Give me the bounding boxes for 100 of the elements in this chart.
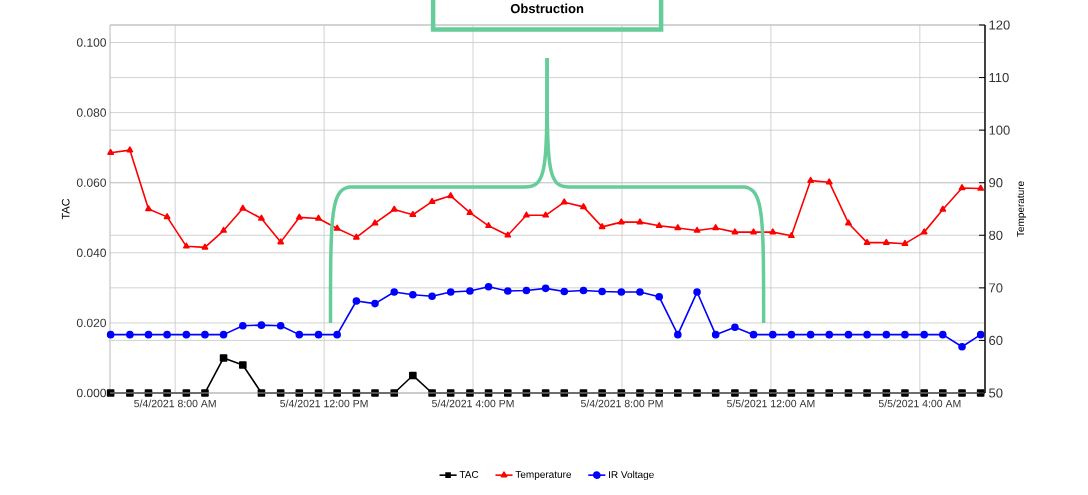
point <box>560 198 568 205</box>
point <box>749 330 758 339</box>
point <box>182 242 190 249</box>
point <box>787 330 796 339</box>
point <box>901 330 909 339</box>
point <box>882 330 891 339</box>
y-tick-label: 0.060 <box>76 178 107 187</box>
point <box>750 228 757 235</box>
point <box>560 287 569 296</box>
y-tick-label: 0.040 <box>76 248 107 258</box>
point <box>239 204 247 211</box>
point <box>825 330 834 339</box>
point <box>598 223 606 230</box>
point <box>219 354 228 362</box>
y-tick-label: 0.080 <box>76 108 107 117</box>
point <box>409 210 417 218</box>
point <box>276 321 285 330</box>
point <box>409 290 417 299</box>
point <box>428 197 436 204</box>
point <box>598 287 606 296</box>
point <box>220 226 227 233</box>
point <box>693 226 701 233</box>
point <box>674 330 682 339</box>
point <box>239 321 247 330</box>
x-tick-label: 5/4/2021 8:00 PM <box>580 399 663 408</box>
point <box>655 292 664 301</box>
point <box>939 205 947 212</box>
point <box>447 192 455 199</box>
point <box>768 330 777 339</box>
point <box>390 288 399 296</box>
point <box>428 292 436 301</box>
point <box>126 330 134 339</box>
point <box>920 330 928 339</box>
point <box>769 228 777 235</box>
point <box>522 286 531 295</box>
point <box>977 184 985 191</box>
point <box>409 371 417 380</box>
point <box>806 330 815 339</box>
point <box>541 284 550 293</box>
point <box>920 228 928 235</box>
point <box>163 213 171 220</box>
point <box>504 231 512 238</box>
point <box>277 238 285 245</box>
y2-tick-label: 100 <box>989 125 1010 135</box>
point <box>523 211 530 218</box>
point <box>787 232 795 239</box>
text: Obstruction <box>510 3 584 14</box>
point <box>731 323 739 332</box>
point <box>939 330 947 339</box>
point <box>580 203 587 210</box>
point <box>315 214 322 221</box>
y-tick-label: 0.000 <box>76 388 107 398</box>
point <box>201 243 209 250</box>
x-tick-label: 5/4/2021 8:00 AM <box>134 399 216 408</box>
y-axis-title: TAC <box>61 198 70 220</box>
point <box>845 219 852 226</box>
point <box>844 330 853 339</box>
y2-tick-label: 120 <box>989 20 1010 30</box>
point <box>144 330 153 339</box>
point <box>958 184 966 191</box>
point <box>542 211 550 218</box>
y2-tick-label: 50 <box>989 388 1003 398</box>
point <box>674 224 682 231</box>
y2-tick-label: 70 <box>989 283 1003 293</box>
x-tick-label: 5/5/2021 12:00 AM <box>726 399 815 408</box>
point <box>617 288 626 296</box>
x-tick-label: 5/4/2021 4:00 PM <box>432 399 514 408</box>
point <box>617 218 625 225</box>
point <box>371 219 379 226</box>
y2-axis-title: Temperature <box>1017 181 1027 237</box>
point <box>901 239 909 246</box>
point <box>711 330 720 339</box>
point <box>333 330 341 339</box>
point <box>107 148 115 156</box>
x-tick-label: 5/5/2021 4:00 AM <box>878 399 961 408</box>
point <box>466 287 474 295</box>
y-tick-label: 0.020 <box>76 318 107 328</box>
point <box>655 222 663 229</box>
point <box>863 330 871 339</box>
point <box>485 222 492 229</box>
point <box>976 330 985 339</box>
point <box>636 218 644 225</box>
point <box>882 238 890 245</box>
point <box>466 208 474 215</box>
y2-tick-label: 90 <box>989 178 1003 188</box>
point <box>371 299 379 308</box>
point <box>295 213 303 220</box>
legend-label: Temperature <box>515 470 572 480</box>
point <box>731 228 739 235</box>
y2-tick-label: 80 <box>989 230 1003 240</box>
point <box>239 361 247 369</box>
legend-label: IR Voltage <box>609 470 654 481</box>
x-tick-label: 5/4/2021 12:00 PM <box>280 399 368 408</box>
y2-tick-label: 110 <box>989 72 1009 83</box>
y2-tick-label: 60 <box>989 335 1003 346</box>
point <box>314 330 323 339</box>
point <box>958 342 966 351</box>
point <box>484 282 493 291</box>
point <box>352 297 361 305</box>
y-tick-label: 0.100 <box>76 38 107 47</box>
